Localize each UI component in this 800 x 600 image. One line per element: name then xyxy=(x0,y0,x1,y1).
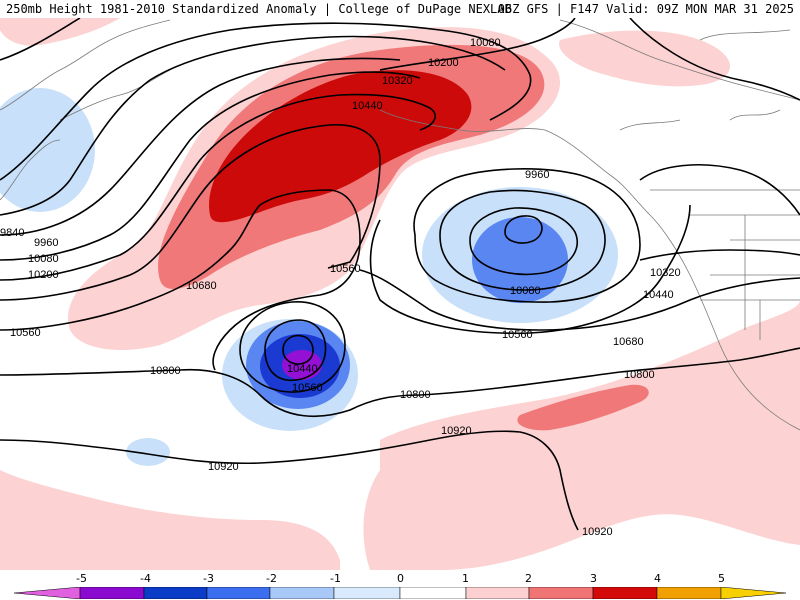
coastlines xyxy=(0,19,800,431)
contour-labels: 10080 10200 10320 10440 9960 9840 9960 1… xyxy=(0,37,681,538)
colorbar-tick: 0 xyxy=(397,572,404,585)
colorbar-strip xyxy=(13,587,787,599)
contour-label: 9960 xyxy=(525,169,549,181)
contour-label: 10320 xyxy=(650,267,681,279)
contour-label: 10800 xyxy=(400,389,431,401)
map-title: 250mb Height 1981-2010 Standardized Anom… xyxy=(6,2,512,16)
colorbar-tick: -4 xyxy=(140,572,151,585)
contour-label: 10680 xyxy=(186,280,217,292)
contour-label: 10560 xyxy=(292,382,323,394)
contour-label: 10440 xyxy=(352,100,383,112)
contour-label: 10920 xyxy=(208,461,239,473)
contour-label: 10200 xyxy=(428,57,459,69)
contour-label: 10920 xyxy=(582,526,613,538)
contour-label: 10800 xyxy=(150,365,181,377)
contour-label: 10440 xyxy=(643,289,674,301)
colorbar-tick: 4 xyxy=(654,572,661,585)
colorbar-tick: -3 xyxy=(203,572,214,585)
colorbar-tick: -1 xyxy=(330,572,341,585)
anomaly-map: 10080 10200 10320 10440 9960 9840 9960 1… xyxy=(0,18,800,570)
map-header: 250mb Height 1981-2010 Standardized Anom… xyxy=(0,0,800,18)
colorbar-tick: 3 xyxy=(590,572,597,585)
colorbar-tick: -5 xyxy=(76,572,87,585)
colorbar-tick: 2 xyxy=(525,572,532,585)
contour-label: 10080 xyxy=(510,285,541,297)
contour-label: 10080 xyxy=(28,253,59,265)
contour-label: 10560 xyxy=(10,327,41,339)
contour-label: 10680 xyxy=(613,336,644,348)
contour-label: 10800 xyxy=(624,369,655,381)
contour-label: 10920 xyxy=(441,425,472,437)
model-run-info: 06Z GFS | F147 Valid: 09Z MON MAR 31 202… xyxy=(497,2,794,16)
contour-label: 10560 xyxy=(330,263,361,275)
contour-label: 10440 xyxy=(287,363,318,375)
contour-label: 10080 xyxy=(470,37,501,49)
height-contours xyxy=(0,18,800,531)
contour-label: 10320 xyxy=(382,75,413,87)
anomaly-shading-positive-dark xyxy=(209,70,472,223)
contour-label: 9960 xyxy=(34,237,58,249)
contour-label: 10560 xyxy=(502,329,533,341)
contour-label: 9840 xyxy=(0,227,24,239)
colorbar-tick: 1 xyxy=(462,572,469,585)
contour-label: 10200 xyxy=(28,269,59,281)
anomaly-colorbar: -5 -4 -3 -2 -1 0 1 2 3 4 5 xyxy=(0,570,800,600)
colorbar-tick: 5 xyxy=(718,572,725,585)
colorbar-tick: -2 xyxy=(266,572,277,585)
